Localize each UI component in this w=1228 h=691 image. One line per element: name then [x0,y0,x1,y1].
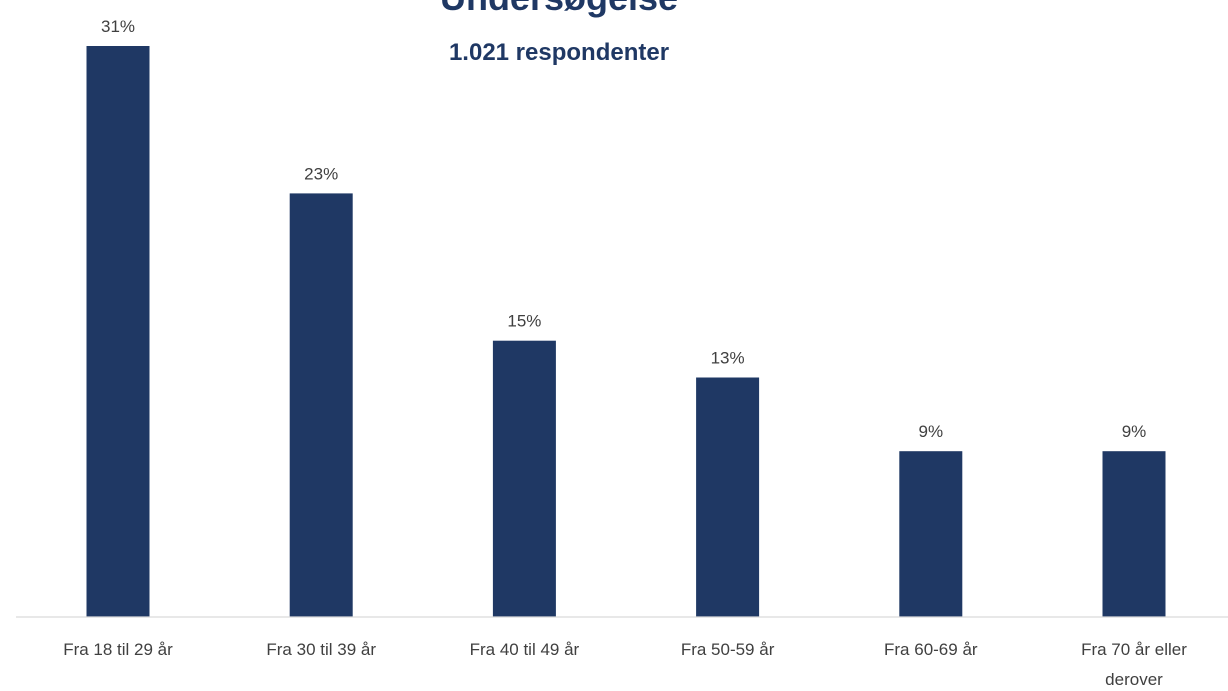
data-label-1: 31% [101,17,135,36]
x-tick-label-4: Fra 50-59 år [681,640,775,659]
chart-subtitle: 1.021 respondenter [449,39,669,66]
x-tick-label-6-line-1: Fra 70 år eller [1081,640,1187,659]
bar-1 [86,46,150,617]
x-tick-label-5: Fra 60-69 år [884,640,978,659]
x-tick-label-6-line-2: derover [1105,670,1163,689]
x-tick-label-2: Fra 30 til 39 år [266,640,376,659]
data-label-6: 9% [1122,422,1147,441]
bar-6 [1102,451,1166,617]
data-label-4: 13% [711,349,745,368]
bar-3 [492,340,556,617]
data-label-5: 9% [919,422,944,441]
bars-group [86,46,1166,617]
data-label-2: 23% [304,164,338,183]
bar-5 [899,451,963,617]
bar-2 [289,193,353,617]
bar-4 [696,377,760,617]
data-label-3: 15% [507,312,541,331]
x-tick-label-3: Fra 40 til 49 år [470,640,580,659]
x-tick-label-1: Fra 18 til 29 år [63,640,173,659]
chart-title: Undersøgelse [440,0,678,18]
labels-group: 31% Fra 18 til 29 år 23% Fra 30 til 39 år 15… [63,17,1187,689]
